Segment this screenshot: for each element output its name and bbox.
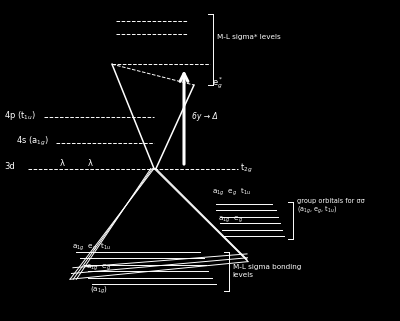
Text: t$_{2g}$: t$_{2g}$	[240, 162, 253, 175]
Text: (a$_{1g}$): (a$_{1g}$)	[90, 284, 108, 296]
Text: λ: λ	[60, 159, 64, 168]
Text: (a$_{1g}$, e$_g$, t$_{1u}$): (a$_{1g}$, e$_g$, t$_{1u}$)	[297, 204, 337, 216]
Text: 4p (t$_{1u}$): 4p (t$_{1u}$)	[4, 109, 36, 122]
Text: 4s (a$_{1g}$): 4s (a$_{1g}$)	[16, 135, 49, 148]
Text: M-L sigma* levels: M-L sigma* levels	[217, 34, 280, 40]
Text: 6y → Δ: 6y → Δ	[192, 112, 218, 121]
Text: a$_{1g}$  e$_g$  t$_{1u}$: a$_{1g}$ e$_g$ t$_{1u}$	[72, 241, 112, 253]
Text: group orbitals for σσ: group orbitals for σσ	[297, 198, 364, 204]
Text: a$_{1g}$  e$_g$: a$_{1g}$ e$_g$	[218, 215, 243, 225]
Text: a$_{1g}$  e$_g$: a$_{1g}$ e$_g$	[86, 262, 111, 273]
Text: 3d: 3d	[4, 162, 15, 171]
Text: a$_{1g}$  e$_g$  t$_{1u}$: a$_{1g}$ e$_g$ t$_{1u}$	[212, 187, 252, 198]
Text: λ: λ	[88, 159, 92, 168]
Text: M-L sigma bonding
levels: M-L sigma bonding levels	[233, 264, 301, 278]
Text: e$_g^*$: e$_g^*$	[212, 76, 223, 91]
